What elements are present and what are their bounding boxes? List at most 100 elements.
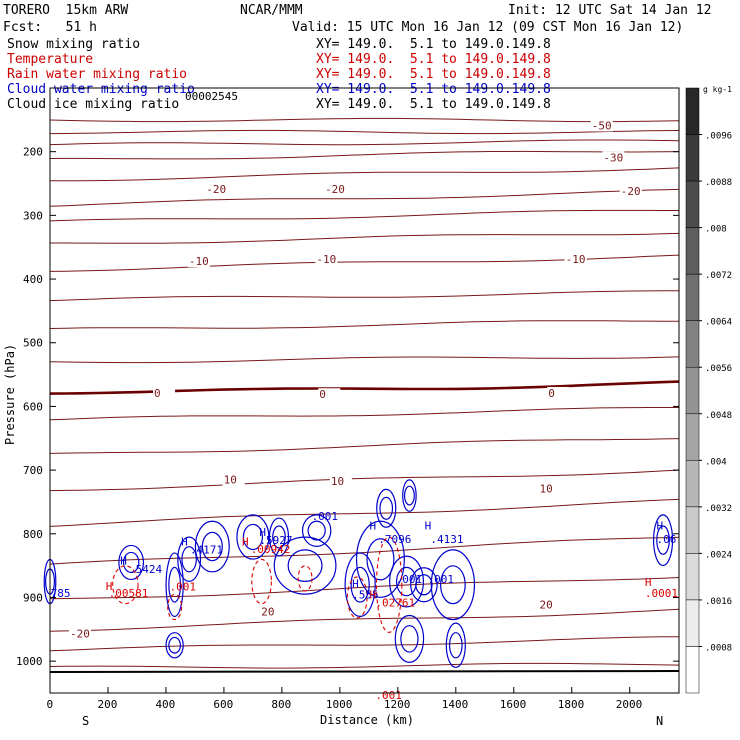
colorbar-swatch [685, 87, 700, 135]
temperature-contour [49, 139, 680, 146]
model-title: TORERO 15km ARW [3, 3, 129, 18]
y-tick-label: 700 [23, 464, 43, 477]
colorbar-label: .004 [705, 457, 727, 467]
cloud-water-contour [122, 551, 140, 574]
colorbar-label: .0008 [705, 643, 732, 653]
cloud-water-label: 785 [51, 587, 71, 600]
label-mask [153, 386, 176, 399]
label-mask [547, 386, 570, 399]
field-xy: XY= 149.0. 5.1 to 149.0.149.8 [316, 67, 551, 82]
temperature-contour [49, 636, 680, 652]
colorbar-label: .0032 [705, 504, 732, 514]
x-tick-label: 0 [47, 698, 54, 711]
x-tick-label: 1600 [500, 698, 527, 711]
field-xy: XY= 149.0. 5.1 to 149.0.149.8 [316, 82, 551, 97]
temperature-contour [49, 129, 680, 135]
field-xy: XY= 149.0. 5.1 to 149.0.149.8 [316, 52, 551, 67]
colorbar-swatch [685, 134, 700, 182]
rain-water-label: .00581 [109, 587, 149, 600]
field-xy: XY= 149.0. 5.1 to 149.0.149.8 [316, 97, 551, 112]
cloud-water-contour [379, 496, 394, 520]
cloud-water-contour [236, 514, 270, 560]
temperature-label: 10 [331, 475, 344, 488]
cloud-water-contour [307, 520, 326, 541]
cloud-water-contour [201, 531, 223, 562]
field-xy: XY= 149.0. 5.1 to 149.0.149.8 [316, 37, 551, 52]
cloud-water-label: H [425, 520, 432, 533]
label-mask [538, 598, 561, 611]
temperature-label: 10 [540, 482, 553, 495]
colorbar-label: .0096 [705, 132, 732, 142]
temperature-label: -10 [189, 255, 209, 268]
cloud-water-contour [165, 552, 184, 617]
temperature-label: -20 [325, 183, 345, 196]
cloud-water-label: H [370, 520, 377, 533]
colorbar-swatch [685, 320, 700, 368]
cloud-water-contour [301, 514, 332, 547]
cloud-water-contour [165, 632, 184, 659]
colorbar-swatch [685, 180, 700, 228]
label-mask [564, 253, 587, 266]
temperature-label: -10 [566, 253, 586, 266]
temperature-contour [49, 498, 680, 527]
temperature-contour [49, 608, 680, 632]
x-axis-label: Distance (km) [320, 713, 414, 727]
cloud-water-contour [168, 636, 182, 654]
x-tick-label: 800 [271, 698, 291, 711]
temperature-label: -20 [206, 183, 226, 196]
y-tick-label: 1000 [16, 655, 43, 668]
label-mask [602, 151, 625, 164]
y-tick-label: 400 [23, 273, 43, 286]
label-mask [315, 253, 338, 266]
cloud-water-label: .7096 [378, 533, 411, 546]
cloud-water-contour [410, 567, 438, 603]
cloud-water-label: H [352, 577, 359, 590]
colorbar-swatch [685, 553, 700, 601]
cloud-water-label: .001 [428, 573, 455, 586]
x-tick-label: 2000 [616, 698, 643, 711]
x-tick-label: 1800 [558, 698, 585, 711]
cloud-water-contour [268, 517, 290, 557]
y-tick-label: 300 [23, 209, 43, 222]
cloud-water-contour [376, 488, 397, 528]
label-mask [329, 474, 352, 487]
colorbar-swatch [685, 366, 700, 415]
colorbar-label: .008 [705, 225, 727, 235]
field-name: Cloud water mixing ratio [7, 82, 195, 97]
cloud-water-label: .555 [352, 588, 379, 601]
colorbar-label: .0088 [705, 178, 732, 188]
field-name: Snow mixing ratio [7, 37, 141, 52]
x-end-right: N [656, 714, 663, 728]
cloud-water-label: .06 [657, 533, 677, 546]
temperature-label: 20 [261, 605, 274, 618]
temperature-contour [49, 209, 679, 222]
temperature-contour [49, 662, 680, 669]
valid-time: Valid: 15 UTC Mon 16 Jan 12 (09 CST Mon … [292, 20, 684, 35]
cloud-water-label: H [181, 535, 188, 548]
rain-water-contour [167, 593, 183, 621]
y-tick-label: 600 [23, 400, 43, 413]
x-tick-label: 1200 [384, 698, 411, 711]
cloud-water-contour [656, 525, 670, 555]
colorbar-swatch [685, 273, 700, 321]
rain-water-label: H [106, 580, 113, 593]
center-title: NCAR/MMM [240, 3, 303, 18]
temperature-contour [49, 380, 680, 395]
label-mask [590, 119, 613, 132]
x-end-left: S [82, 714, 89, 728]
cloud-water-contour [272, 525, 286, 549]
rain-water-label: .0001 [645, 587, 678, 600]
temperature-contour [49, 438, 680, 454]
rain-water-label: .001 [170, 581, 197, 594]
cloud-water-contour [177, 536, 202, 582]
rain-water-contour [297, 565, 313, 592]
temperature-label: -20 [70, 628, 90, 641]
label-mask [68, 627, 91, 640]
field-name: Rain water mixing ratio [7, 67, 188, 82]
colorbar-swatch [685, 599, 700, 647]
colorbar-swatch [685, 413, 700, 461]
y-tick-label: 500 [23, 337, 43, 350]
cloud-water-contour [400, 625, 419, 653]
cloud-water-label: .001 [312, 510, 339, 523]
